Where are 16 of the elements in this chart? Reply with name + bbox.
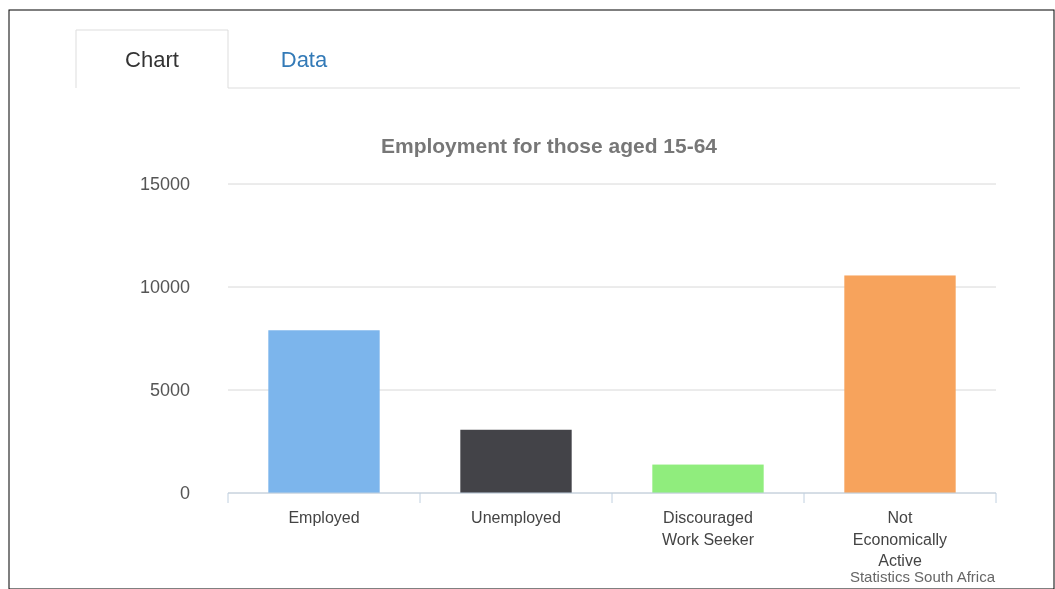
- x-tick-label: Discouraged Work Seeker: [661, 509, 755, 548]
- y-tick-label: 0: [179, 483, 190, 504]
- text: Statistics South Africa: [849, 568, 996, 585]
- chart-title: Employment for those aged 15-64: [380, 134, 718, 157]
- bar: [844, 275, 956, 493]
- y-tick-label: 5000: [149, 380, 190, 401]
- y-tick-label: 10000: [139, 277, 190, 298]
- bar: [652, 464, 764, 493]
- x-tick-label: Unemployed: [471, 509, 561, 526]
- bar: [268, 330, 380, 493]
- x-tick-label: Employed: [288, 509, 360, 526]
- bar: [460, 429, 572, 493]
- text: Data: [280, 47, 328, 72]
- x-tick-label: Not Economically Active: [852, 509, 948, 569]
- text: Chart: [125, 47, 179, 72]
- y-tick-label: 15000: [139, 174, 190, 195]
